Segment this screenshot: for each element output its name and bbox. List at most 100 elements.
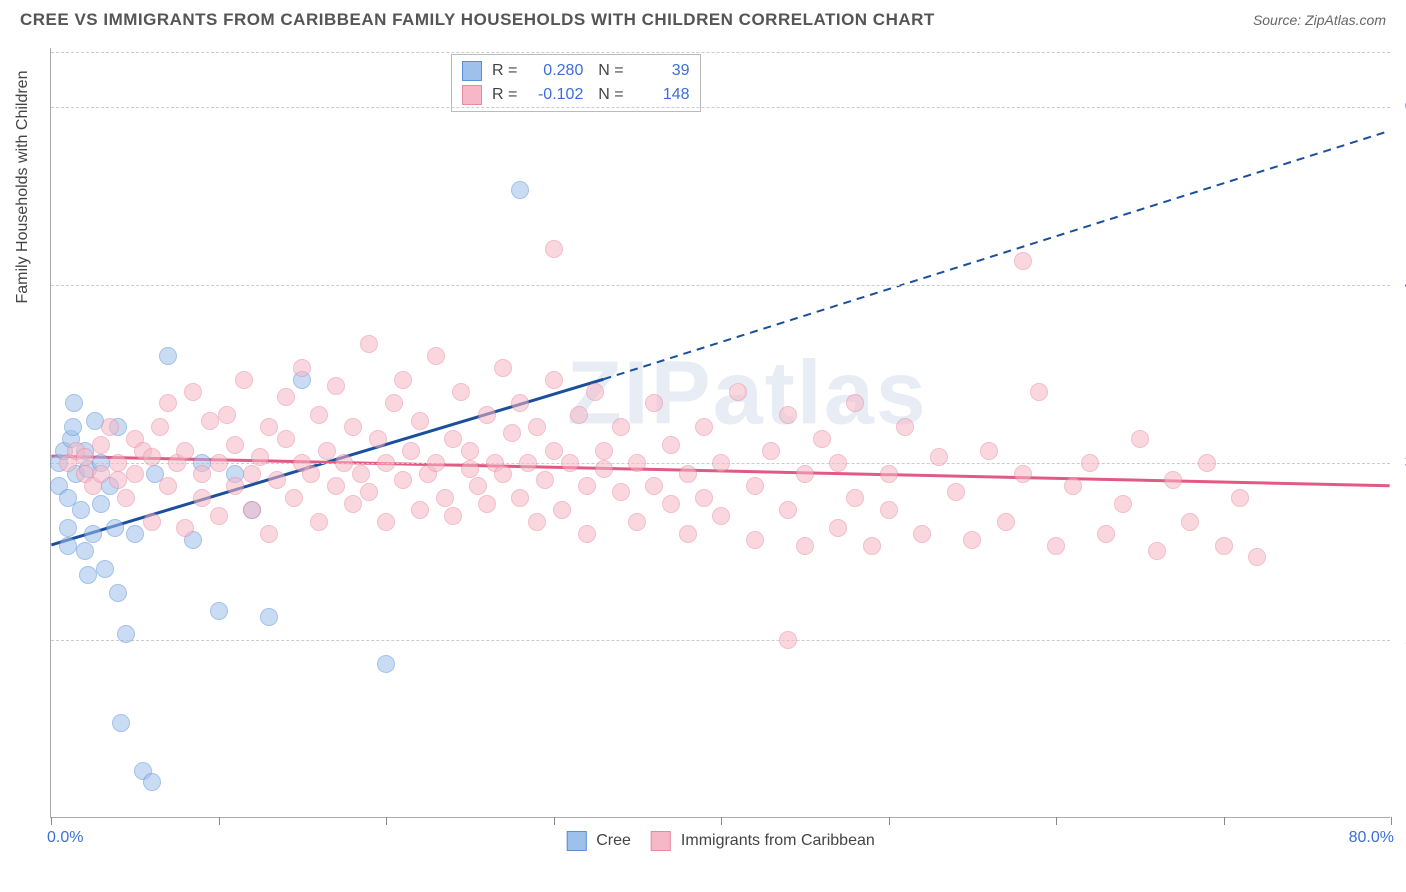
scatter-point — [79, 566, 97, 584]
scatter-point — [369, 430, 387, 448]
trend-lines — [51, 48, 1390, 817]
legend-item-cree: Cree — [566, 831, 631, 851]
scatter-point — [628, 454, 646, 472]
scatter-point — [846, 489, 864, 507]
scatter-point — [1215, 537, 1233, 555]
r-label: R = — [492, 59, 517, 83]
n-value-cree: 39 — [630, 59, 690, 83]
scatter-point — [1097, 525, 1115, 543]
scatter-point — [511, 181, 529, 199]
scatter-point — [285, 489, 303, 507]
scatter-point — [586, 383, 604, 401]
scatter-point — [92, 495, 110, 513]
x-tick — [1056, 817, 1057, 825]
scatter-point — [545, 442, 563, 460]
scatter-point — [553, 501, 571, 519]
scatter-point — [444, 507, 462, 525]
gridline — [51, 640, 1390, 641]
chart-title: CREE VS IMMIGRANTS FROM CARIBBEAN FAMILY… — [20, 10, 935, 30]
scatter-point — [394, 471, 412, 489]
scatter-point — [184, 383, 202, 401]
scatter-point — [1164, 471, 1182, 489]
scatter-point — [813, 430, 831, 448]
scatter-point — [1014, 252, 1032, 270]
scatter-point — [779, 501, 797, 519]
scatter-point — [1014, 465, 1032, 483]
scatter-point — [176, 519, 194, 537]
scatter-point — [143, 448, 161, 466]
scatter-point — [1114, 495, 1132, 513]
scatter-point — [377, 513, 395, 531]
swatch-caribbean — [462, 85, 482, 105]
scatter-point — [645, 394, 663, 412]
scatter-point — [243, 465, 261, 483]
scatter-point — [695, 489, 713, 507]
scatter-point — [645, 477, 663, 495]
swatch-cree — [566, 831, 586, 851]
scatter-point — [461, 442, 479, 460]
scatter-point — [251, 448, 269, 466]
scatter-point — [210, 454, 228, 472]
gridline — [51, 107, 1390, 108]
scatter-point — [117, 625, 135, 643]
n-label: N = — [589, 59, 623, 83]
scatter-point — [59, 537, 77, 555]
scatter-point — [980, 442, 998, 460]
scatter-point — [176, 442, 194, 460]
legend-item-caribbean: Immigrants from Caribbean — [651, 831, 875, 851]
scatter-point — [662, 495, 680, 513]
scatter-point — [92, 465, 110, 483]
scatter-point — [65, 394, 83, 412]
scatter-point — [226, 477, 244, 495]
scatter-point — [746, 477, 764, 495]
scatter-point — [210, 507, 228, 525]
scatter-point — [528, 418, 546, 436]
x-tick — [219, 817, 220, 825]
scatter-point — [662, 436, 680, 454]
legend-row-cree: R = 0.280 N = 39 — [462, 59, 690, 83]
scatter-point — [402, 442, 420, 460]
scatter-point — [318, 442, 336, 460]
scatter-point — [796, 537, 814, 555]
r-value-caribbean: -0.102 — [523, 83, 583, 107]
scatter-point — [385, 394, 403, 412]
scatter-point — [394, 371, 412, 389]
legend-row-caribbean: R = -0.102 N = 148 — [462, 83, 690, 107]
scatter-point — [193, 465, 211, 483]
scatter-point — [143, 773, 161, 791]
scatter-point — [360, 483, 378, 501]
scatter-point — [427, 454, 445, 472]
scatter-point — [360, 335, 378, 353]
y-axis-title: Family Households with Children — [14, 71, 32, 304]
scatter-point — [519, 454, 537, 472]
n-value-caribbean: 148 — [630, 83, 690, 107]
scatter-point — [377, 454, 395, 472]
scatter-point — [159, 477, 177, 495]
scatter-point — [344, 495, 362, 513]
scatter-point — [436, 489, 454, 507]
scatter-point — [1148, 542, 1166, 560]
scatter-point — [913, 525, 931, 543]
scatter-point — [469, 477, 487, 495]
scatter-point — [260, 418, 278, 436]
scatter-point — [494, 359, 512, 377]
scatter-point — [327, 477, 345, 495]
gridline — [51, 52, 1390, 53]
scatter-point — [112, 714, 130, 732]
r-label: R = — [492, 83, 517, 107]
scatter-point — [729, 383, 747, 401]
scatter-point — [863, 537, 881, 555]
scatter-point — [109, 584, 127, 602]
swatch-caribbean — [651, 831, 671, 851]
scatter-point — [327, 377, 345, 395]
scatter-point — [595, 442, 613, 460]
scatter-point — [72, 501, 90, 519]
scatter-point — [679, 525, 697, 543]
source-label: Source: ZipAtlas.com — [1253, 12, 1386, 28]
scatter-point — [193, 489, 211, 507]
x-tick — [51, 817, 52, 825]
x-tick — [889, 817, 890, 825]
n-label: N = — [589, 83, 623, 107]
x-tick — [1224, 817, 1225, 825]
scatter-point — [59, 519, 77, 537]
